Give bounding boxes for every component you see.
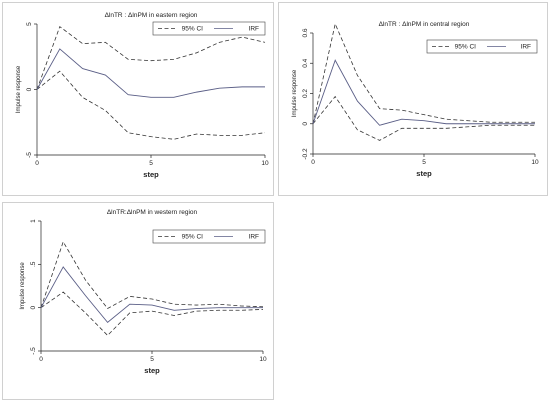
x-tick-label: 0 — [39, 356, 43, 363]
ci-band-line — [36, 25, 266, 90]
ci-band-line — [312, 95, 535, 141]
x-tick-label: 10 — [259, 356, 267, 363]
x-axis-label: step — [416, 169, 432, 178]
ci-band-line — [40, 240, 264, 310]
y-axis-label: Impulse response — [16, 65, 22, 113]
y-tick-label: 0.4 — [302, 58, 309, 67]
ci-band-line — [36, 70, 266, 140]
irf-line — [40, 266, 263, 324]
chart-title: ΔlnTR : ΔlnPM in central region — [379, 21, 470, 28]
y-tick-label: 0.2 — [302, 89, 309, 98]
x-axis-label: step — [143, 170, 159, 179]
legend-label: IRF — [521, 44, 532, 51]
y-tick-label: -.5 — [30, 347, 37, 355]
x-tick-label: 10 — [261, 160, 269, 167]
x-tick-label: 0 — [311, 159, 315, 166]
legend-label: IRF — [249, 234, 260, 241]
y-tick-label: 0 — [26, 87, 33, 91]
ci-band-line — [312, 22, 535, 124]
y-tick-label: -0.2 — [302, 148, 309, 160]
legend-label: 95% CI — [455, 44, 477, 51]
y-axis-label: Impulse response — [20, 262, 26, 310]
y-tick-label: 0 — [302, 122, 309, 126]
x-tick-label: 5 — [150, 356, 154, 363]
x-tick-label: 0 — [35, 160, 39, 167]
ci-band-line — [40, 291, 264, 336]
chart-panel-central: ΔlnTR : ΔlnPM in central region 0 5 10 -0.2 0… — [278, 2, 548, 196]
x-tick-label: 5 — [149, 160, 153, 167]
y-tick-label: 0 — [30, 305, 37, 309]
irf-line — [312, 59, 535, 126]
y-tick-label: 5 — [26, 22, 33, 26]
irf-line — [36, 48, 265, 98]
chart-panel-eastern: ΔlnTR : ΔlnPM in eastern region 0 5 10 -5 0 5 s… — [2, 2, 274, 196]
chart-panel-western: ΔlnTR:ΔlnPM in western region 0 5 10 -.5 0.5 1… — [2, 202, 274, 400]
y-axis-label: Impulse response — [292, 69, 298, 117]
legend-box — [152, 21, 266, 36]
y-tick-label: 0.6 — [302, 28, 309, 37]
legend-box — [426, 39, 538, 54]
chart-title: ΔlnTR:ΔlnPM in western region — [107, 209, 198, 216]
x-tick-label: 10 — [531, 159, 539, 166]
legend-label: IRF — [249, 26, 260, 33]
y-tick-label: 1 — [30, 219, 37, 223]
legend-label: 95% CI — [182, 26, 204, 33]
x-axis-label: step — [144, 366, 160, 375]
x-tick-label: 5 — [422, 159, 426, 166]
chart-title: ΔlnTR : ΔlnPM in eastern region — [105, 12, 198, 19]
y-tick-label: .5 — [30, 261, 37, 267]
legend-label: 95% CI — [182, 234, 204, 241]
y-tick-label: -5 — [26, 152, 33, 158]
legend-box — [152, 229, 266, 244]
